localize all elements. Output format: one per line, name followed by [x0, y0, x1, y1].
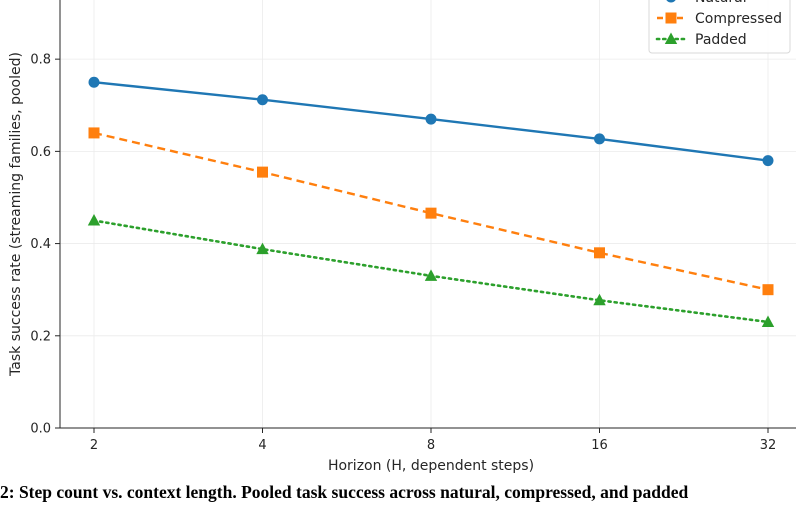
data-point-compressed	[88, 127, 100, 139]
legend-marker-natural	[666, 0, 676, 3]
x-tick-label: 4	[258, 438, 266, 453]
x-axis-title: Horizon (H, dependent steps)	[328, 458, 534, 474]
series-layer	[87, 76, 775, 327]
series-line-compressed	[93, 131, 769, 291]
legend: Natural Compressed Padded	[648, 0, 791, 54]
data-point-compressed	[257, 166, 268, 178]
x-tick-label: 8	[427, 438, 435, 453]
data-point-natural	[594, 133, 605, 145]
data-point-natural	[762, 155, 774, 167]
data-point-compressed	[762, 284, 774, 296]
data-point-padded	[256, 242, 269, 255]
figure-caption: 2: Step count vs. context length. Pooled…	[0, 482, 689, 502]
x-tick-label: 32	[760, 438, 777, 453]
data-point-compressed	[594, 247, 605, 259]
y-tick-label: 0.8	[30, 53, 51, 68]
data-point-padded	[593, 293, 606, 306]
data-point-natural	[88, 76, 100, 88]
data-point-padded	[761, 315, 775, 327]
y-axis-title: Task success rate (streaming families, p…	[8, 52, 24, 377]
y-tick-label: 0.2	[30, 329, 51, 344]
y-tick-label: 0.6	[30, 145, 51, 160]
data-point-padded	[87, 214, 101, 226]
legend-label-padded: Padded	[695, 32, 747, 48]
tick-labels: 0.0 0.2 0.4 0.6 0.8 2 4 8 16 32	[30, 53, 776, 453]
legend-marker-padded	[664, 32, 678, 44]
x-tick-label: 16	[591, 438, 608, 453]
axes	[59, 0, 796, 429]
y-tick-label: 0.4	[30, 237, 51, 252]
data-point-natural	[257, 94, 268, 106]
data-point-padded	[424, 269, 438, 281]
legend-label-compressed: Compressed	[695, 11, 782, 27]
legend-label-natural: Natural	[695, 0, 747, 6]
y-tick-label: 0.0	[30, 422, 51, 437]
x-tick-label: 2	[90, 438, 98, 453]
legend-marker-compressed	[665, 12, 677, 24]
data-point-compressed	[425, 207, 437, 219]
data-point-natural	[425, 113, 437, 125]
line-chart: 0.0 0.2 0.4 0.6 0.8 2 4 8 16 32 Horizon (H, depen…	[8, 0, 796, 474]
